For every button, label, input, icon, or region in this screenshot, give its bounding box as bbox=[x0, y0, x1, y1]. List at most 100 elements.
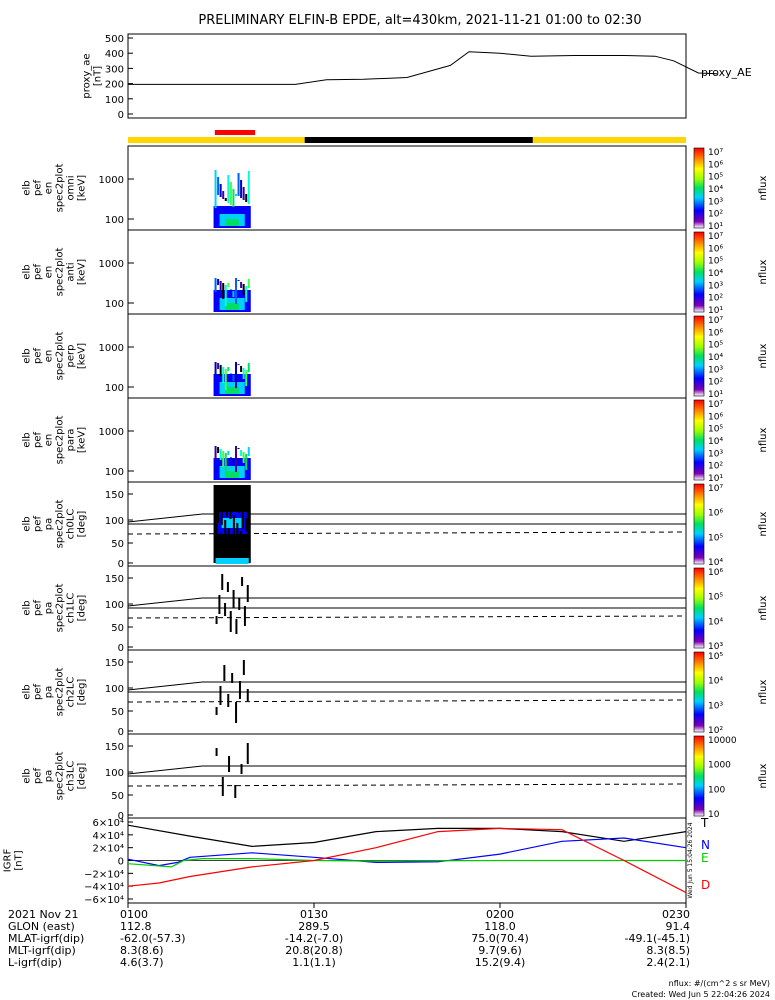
x-axis-value: 15.2(9.4) bbox=[475, 956, 526, 969]
y-tick-label: 1000 bbox=[99, 427, 124, 438]
y-label-part: [keV] bbox=[77, 343, 88, 369]
y-label-part: IGRF bbox=[3, 849, 14, 873]
perp-line bbox=[127, 783, 687, 787]
y-tick-label: 50 bbox=[111, 539, 124, 550]
series-label-proxy-ae: proxy_AE bbox=[701, 66, 752, 79]
y-label-part: en bbox=[44, 434, 55, 447]
y-label-part: spec2plot bbox=[55, 332, 66, 381]
x-axis-value: 1.1(1.1) bbox=[292, 956, 336, 969]
y-tick-label: 1000 bbox=[99, 259, 124, 270]
x-axis-row-label: MLAT-igrf(dip) bbox=[8, 932, 84, 945]
x-axis-row-label: 2021 Nov 21 bbox=[8, 908, 78, 921]
y-axis-label: elb pef pa spec2plot ch0LC [deg] bbox=[22, 500, 88, 549]
colorbar-tick-label: 10⁷ bbox=[708, 484, 723, 494]
colorbar-tick-label: 10³ bbox=[708, 197, 723, 207]
colorbar-tick-label: 10⁵ bbox=[708, 341, 723, 351]
state-bar bbox=[128, 130, 686, 143]
panel-frame bbox=[127, 33, 687, 119]
x-axis-row-label: GLON (east) bbox=[8, 920, 75, 933]
y-axis-label: IGRF [nT] bbox=[3, 849, 25, 873]
y-tick-label: 2×10⁴ bbox=[93, 844, 124, 855]
y-tick-label: 100 bbox=[105, 467, 124, 478]
colorbar-tick-label: 10⁶ bbox=[708, 244, 723, 254]
y-tick-label: 400 bbox=[105, 49, 124, 60]
x-axis-value: 75.0(70.4) bbox=[471, 932, 529, 945]
y-tick-label: 100 bbox=[105, 768, 124, 779]
y-label-part: pa bbox=[44, 686, 55, 698]
x-axis-value: 0100 bbox=[120, 908, 148, 921]
y-label-part: spec2plot bbox=[55, 416, 66, 465]
y-label-part: elb bbox=[22, 768, 33, 783]
loss-cone-line bbox=[127, 597, 686, 607]
science-zone-marker bbox=[214, 130, 256, 135]
y-label-part: anti bbox=[66, 262, 77, 281]
colorbar-tick-label: 10⁵ bbox=[708, 593, 723, 603]
colorbar-tick-label: 10⁷ bbox=[708, 148, 723, 158]
flux-band-peak bbox=[225, 303, 239, 310]
colorbar-tick-label: 10 bbox=[708, 810, 720, 820]
y-label-part: [keV] bbox=[77, 259, 88, 285]
colorbar bbox=[693, 399, 705, 481]
x-axis-value: 8.3(8.6) bbox=[120, 944, 164, 957]
y-label-part: en bbox=[44, 182, 55, 195]
y-tick-label: 150 bbox=[105, 658, 124, 669]
y-label-part: pef bbox=[33, 180, 44, 197]
colorbar-tick-label: 10⁶ bbox=[708, 328, 723, 338]
panel-frame bbox=[127, 229, 687, 315]
colorbar-tick-label: 10⁵ bbox=[708, 425, 723, 435]
x-axis-value: 91.4 bbox=[666, 920, 691, 933]
colorbar-tick-label: 10⁴ bbox=[708, 437, 723, 447]
colorbar-tick-label: 10¹ bbox=[708, 474, 723, 484]
y-tick-label: 0 bbox=[118, 110, 124, 121]
x-axis-value: 0200 bbox=[486, 908, 514, 921]
legend-T: T bbox=[700, 816, 709, 830]
colorbar-label: nflux bbox=[758, 595, 769, 620]
colorbar-tick-label: 10² bbox=[708, 210, 723, 220]
colorbar-tick-label: 10² bbox=[708, 462, 723, 472]
panel-omni: 1000 100 elb pef en spec2plot omni [keV] 10⁷ 10⁶ 1… bbox=[22, 145, 769, 232]
y-label-part: spec2plot bbox=[55, 164, 66, 213]
panel-para: 1000 100 elb pef en spec2plot para [keV] 10⁷ 10⁶ 1… bbox=[22, 397, 769, 484]
x-axis-row-label: MLT-igrf(dip) bbox=[8, 944, 76, 957]
y-label-part: elb bbox=[22, 180, 33, 195]
colorbar-tick-label: 10¹ bbox=[708, 306, 723, 316]
colorbar-label: nflux bbox=[758, 259, 769, 284]
side-stamp: Wed Jun 5 15:04:26 2024 bbox=[687, 822, 694, 898]
y-tick-label: 0 bbox=[118, 857, 124, 868]
y-tick-label: 150 bbox=[105, 742, 124, 753]
y-tick-label: −6×10⁴ bbox=[84, 895, 124, 906]
y-label-part: proxy_ae bbox=[82, 53, 93, 98]
y-tick-label: 6×10⁴ bbox=[93, 818, 124, 829]
colorbar-tick-label: 10² bbox=[708, 294, 723, 304]
y-tick-label: 0 bbox=[118, 811, 124, 822]
y-label-part: elb bbox=[22, 600, 33, 615]
x-axis-value: 8.3(8.5) bbox=[646, 944, 690, 957]
x-axis-value: 118.0 bbox=[484, 920, 516, 933]
colorbar-tick-label: 10⁴ bbox=[708, 617, 723, 627]
y-label-part: [deg] bbox=[77, 595, 88, 622]
colorbar bbox=[693, 147, 705, 229]
y-tick-label: 1000 bbox=[99, 175, 124, 186]
panel-proxy-ae: 500 400 300 200 100 0 proxy_ae [nT] proxy_AE bbox=[82, 33, 752, 121]
y-tick-label: 100 bbox=[105, 299, 124, 310]
x-axis-value: 112.8 bbox=[120, 920, 152, 933]
y-tick-label: 150 bbox=[105, 490, 124, 501]
y-label-part: elb bbox=[22, 684, 33, 699]
loss-cone-line bbox=[127, 681, 686, 691]
colorbar-tick-label: 10⁷ bbox=[708, 316, 723, 326]
x-axis-value: 20.8(20.8) bbox=[285, 944, 343, 957]
panel-ch1LC: 150 100 50 0 elb pef pa spec2plot ch1LC [deg] 10⁶ 1… bbox=[22, 565, 769, 654]
y-tick-label: 0 bbox=[118, 559, 124, 570]
series-line-N bbox=[127, 837, 687, 867]
y-label-part: pa bbox=[44, 602, 55, 614]
colorbar bbox=[693, 735, 705, 817]
y-axis-label: elb pef en spec2plot omni [keV] bbox=[22, 164, 88, 213]
panel-frame bbox=[127, 145, 687, 231]
colorbar-tick-label: 10⁶ bbox=[708, 412, 723, 422]
y-label-part: pef bbox=[33, 264, 44, 281]
colorbar-tick-label: 10⁷ bbox=[708, 232, 723, 242]
y-label-part: en bbox=[44, 350, 55, 363]
colorbar-label: nflux bbox=[758, 343, 769, 368]
y-axis-label: elb pef en spec2plot anti [keV] bbox=[22, 248, 88, 297]
y-tick-label: 1000 bbox=[99, 343, 124, 354]
